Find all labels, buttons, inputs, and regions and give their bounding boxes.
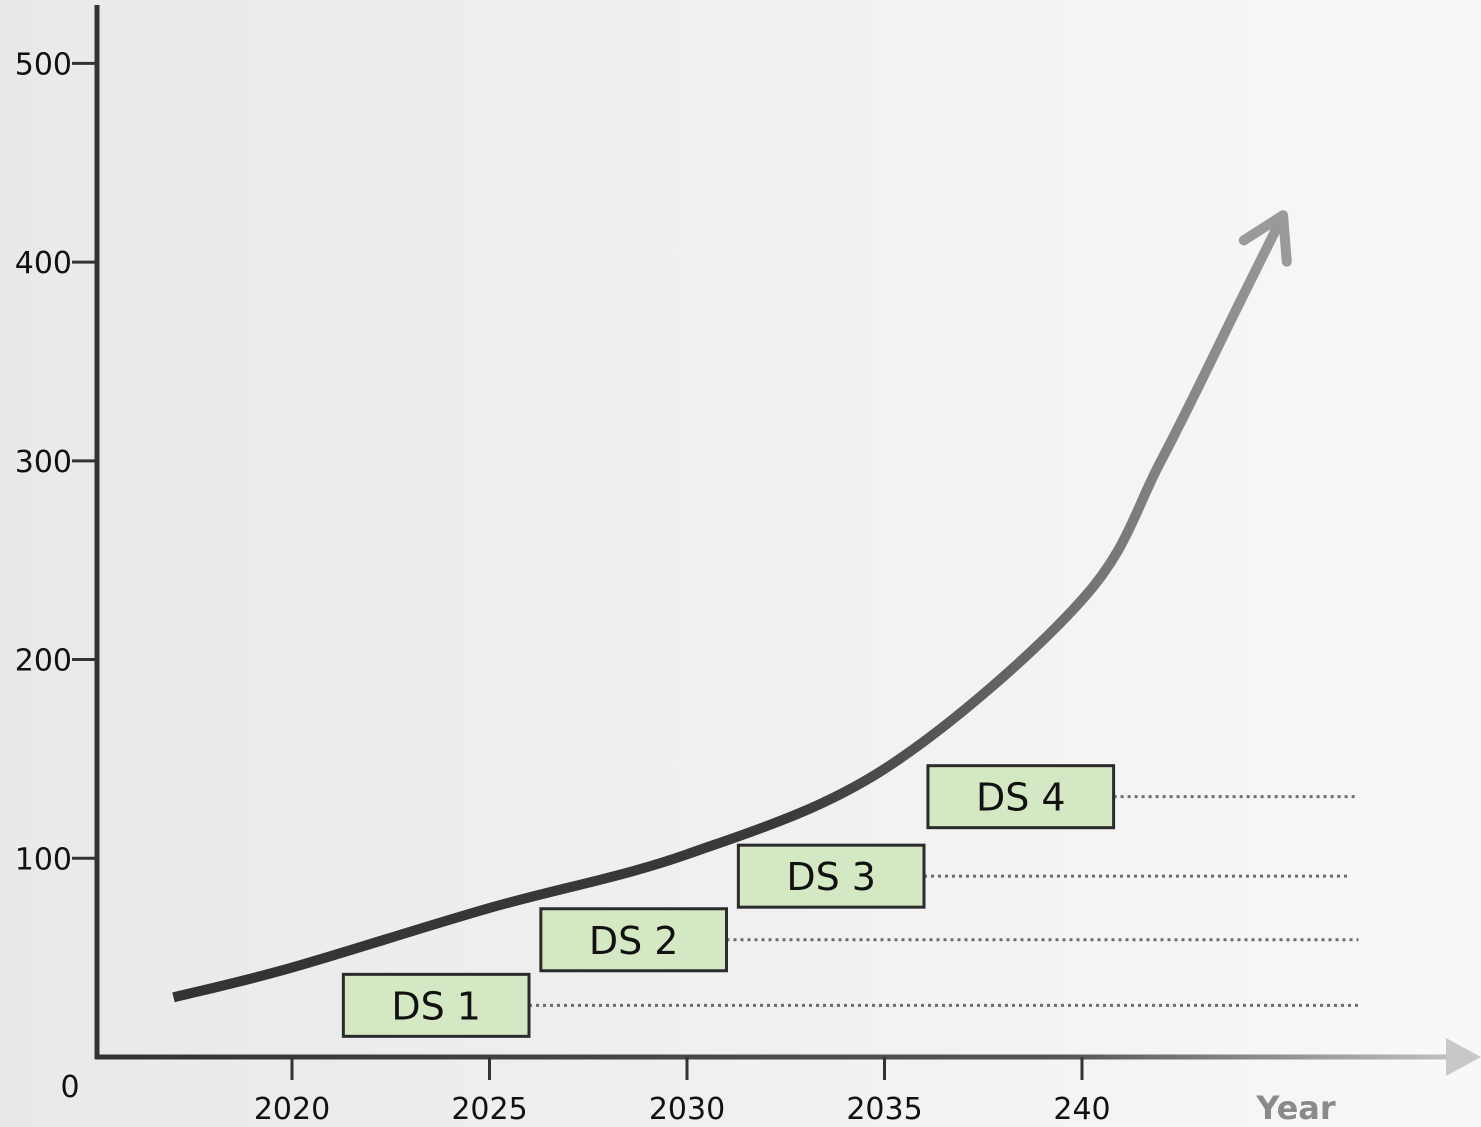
x-tick-label: 2020: [254, 1092, 330, 1127]
growth-curve: [172, 220, 1284, 1003]
x-tick-label: 2035: [846, 1092, 922, 1127]
ds-label: DS 3: [786, 855, 876, 899]
ds-label: DS 1: [391, 984, 481, 1028]
growth-curve-group: [172, 210, 1292, 1003]
x-tick-label: 2025: [451, 1092, 527, 1127]
y-tick-label: 500: [15, 47, 72, 82]
y-tick-label: 100: [15, 842, 72, 877]
curve-arrowhead: [1238, 210, 1292, 267]
origin-label: 0: [60, 1070, 79, 1105]
axis-ticks: 2020 2025 2030 2035 240 100 200 300 400 500: [15, 47, 1111, 1127]
y-tick-label: 400: [15, 246, 72, 281]
ds-annotations: DS 1 DS 2 DS 3 DS 4: [341, 764, 1359, 1038]
ds-box: [926, 764, 1116, 830]
ds-label: DS 4: [976, 776, 1066, 820]
ds-box: [736, 843, 926, 909]
ds-box: [539, 907, 728, 973]
x-axis-arrowhead: [1446, 1038, 1481, 1076]
y-tick-label: 300: [15, 445, 72, 480]
ds-box: [341, 972, 531, 1038]
y-tick-label: 200: [15, 644, 72, 679]
ds-label: DS 2: [589, 919, 679, 963]
x-tick-label: 240: [1053, 1092, 1110, 1127]
x-axis-title: Year: [1255, 1089, 1336, 1127]
x-tick-label: 2030: [649, 1092, 725, 1127]
